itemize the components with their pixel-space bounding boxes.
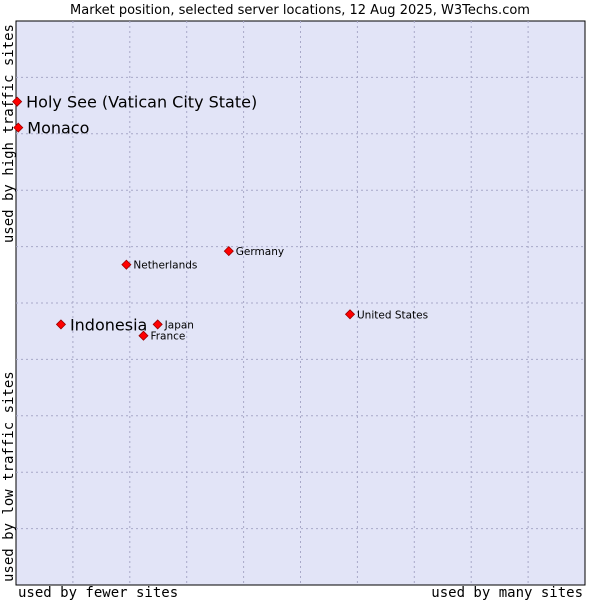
point-marker-indonesia bbox=[55, 319, 67, 330]
data-points: Holy See (Vatican City State) Monaco Nethe… bbox=[12, 93, 428, 343]
y-axis-label-low: used by low traffic sites bbox=[1, 371, 17, 582]
point-label-japan: Japan bbox=[164, 319, 194, 331]
grid-lines bbox=[16, 21, 585, 585]
y-axis-label-high: used by high traffic sites bbox=[1, 24, 17, 243]
x-axis-label-many: used by many sites bbox=[431, 585, 583, 600]
point-marker-netherlands bbox=[121, 259, 132, 270]
point-label-france: France bbox=[150, 331, 185, 343]
point-label-indonesia: Indonesia bbox=[70, 315, 147, 334]
point-marker-united-states bbox=[344, 309, 356, 320]
point-marker-monaco bbox=[13, 122, 24, 133]
point-marker-holy-see-vatican-city-state bbox=[12, 96, 23, 107]
point-marker-germany bbox=[223, 246, 234, 257]
point-label-netherlands: Netherlands bbox=[133, 260, 197, 272]
chart-title: Market position, selected server locatio… bbox=[70, 3, 530, 18]
point-label-united-states: United States bbox=[357, 309, 428, 321]
point-label-germany: Germany bbox=[236, 246, 284, 258]
point-marker-japan bbox=[152, 319, 163, 330]
point-label-holy-see-vatican-city-state: Holy See (Vatican City State) bbox=[26, 93, 257, 112]
x-axis-label-fewer: used by fewer sites bbox=[18, 585, 178, 600]
point-label-monaco: Monaco bbox=[27, 119, 89, 138]
point-marker-france bbox=[138, 330, 149, 341]
